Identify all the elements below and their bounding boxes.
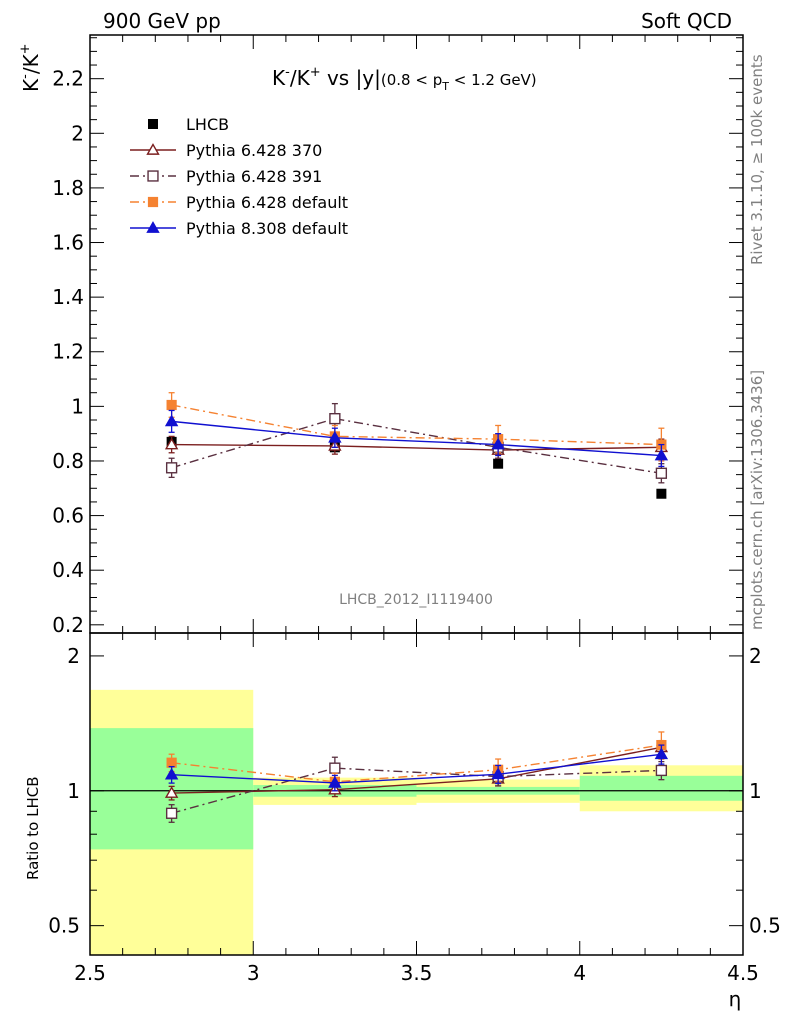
legend-reference-marker — [148, 119, 158, 129]
legend-marker-0 — [146, 143, 160, 155]
main-y-tick-label: 2 — [71, 121, 84, 145]
legend-item-3: Pythia 8.308 default — [130, 219, 348, 238]
x-tick-labels: 2.5 3 3.5 4 4.5 — [74, 961, 759, 985]
main-y-tick-label: 1 — [71, 394, 84, 418]
ratio-bands — [90, 689, 743, 955]
ratio-series-1-point-1 — [329, 762, 341, 774]
ratio-x-ticks — [89, 633, 744, 955]
main-y-tick-label: 1.4 — [52, 285, 84, 309]
series-3-point-2 — [491, 437, 505, 450]
series-3-point-3 — [654, 448, 669, 461]
series-1-point-3 — [655, 467, 668, 479]
ratio-plot-marks — [164, 731, 669, 823]
series-0-line — [171, 443, 662, 451]
reference-point-3 — [656, 488, 667, 499]
ratio-y-tick-label-right: 0.5 — [749, 914, 781, 938]
ratio-series-2-point-0 — [166, 757, 177, 768]
analysis-label: LHCB_2012_I1119400 — [339, 592, 493, 608]
main-plot-marks — [164, 392, 669, 499]
series-0 — [164, 435, 669, 459]
plot-title: K-/K+ vs |y|(0.8 < pT < 1.2 GeV) — [272, 65, 537, 93]
x-tick-label: 2.5 — [74, 961, 106, 985]
legend-label-3: Pythia 8.308 default — [186, 219, 348, 238]
legend-label-2: Pythia 6.428 default — [186, 193, 348, 212]
ratio-series-3-point-3 — [654, 747, 669, 760]
main-y-tick-label: 0.8 — [52, 449, 84, 473]
ratio-y-ticks: 0.5 0.5 1 1 2 2 — [48, 644, 781, 938]
series-1-point-0 — [165, 462, 178, 474]
legend-label-1: Pythia 6.428 391 — [186, 167, 322, 186]
ratio-y-tick-label-left: 1 — [67, 779, 80, 803]
main-y-tick-label: 1.2 — [52, 340, 84, 364]
main-y-tick-label: 0.4 — [52, 558, 84, 582]
series-0-point-0 — [164, 437, 179, 450]
legend: LHCB Pythia 6.428 370 Pythia 6.428 391 Pyth… — [130, 115, 348, 238]
x-axis-label: η — [729, 987, 742, 1011]
main-y-ticks: 0.2 0.4 0.6 0.8 1 1.2 1.4 1.6 1.8 2 2.2 — [52, 37, 743, 637]
x-tick-label: 3.5 — [401, 961, 433, 985]
x-tick-label: 4 — [573, 961, 586, 985]
series-3-point-0 — [164, 414, 179, 427]
mcplots-label: mcplots.cern.ch [arXiv:1306.3436] — [748, 370, 766, 630]
main-x-ticks — [89, 35, 744, 633]
ratio-y-tick-label-left: 2 — [67, 644, 80, 668]
ratio-series-1-point-3 — [655, 764, 668, 777]
series-3 — [164, 409, 669, 468]
legend-marker-3 — [146, 221, 160, 233]
ratio-y-tick-label-right: 2 — [749, 644, 762, 668]
ratio-series-1-line — [171, 767, 662, 814]
legend-label-0: Pythia 6.428 370 — [186, 141, 322, 160]
main-y-tick-label: 1.8 — [52, 176, 84, 200]
header-left: 900 GeV pp — [103, 9, 221, 33]
series-1-point-1 — [329, 412, 341, 425]
ratio-series-3-point-2 — [491, 767, 505, 780]
ratio-series-3-line — [171, 753, 662, 784]
y-axis-label: K-/K+ — [18, 43, 43, 92]
ratio-series-3-point-1 — [328, 776, 342, 788]
legend-marker-1 — [147, 170, 159, 182]
main-y-tick-label: 0.2 — [52, 613, 84, 637]
series-2-line — [171, 404, 662, 446]
x-tick-label: 3 — [247, 961, 260, 985]
series-2-point-0 — [166, 399, 177, 411]
ratio-y-axis-label: Ratio to LHCB — [24, 776, 42, 880]
legend-marker-2 — [147, 196, 159, 208]
header-right: Soft QCD — [641, 9, 732, 33]
series-1-line — [171, 417, 662, 474]
ratio-y-tick-label-left: 0.5 — [48, 914, 80, 938]
ratio-series-3-point-0 — [164, 767, 179, 780]
legend-item-2: Pythia 6.428 default — [130, 193, 348, 212]
ratio-plot-panel: 0.5 0.5 1 1 2 2 — [48, 632, 781, 956]
main-y-tick-label: 0.6 — [52, 504, 84, 528]
rivet-label: Rivet 3.1.10, ≥ 100k events — [748, 54, 766, 265]
legend-reference-label: LHCB — [186, 115, 229, 134]
series-1 — [165, 402, 668, 484]
ratio-series-2-line — [171, 744, 662, 783]
x-tick-label: 4.5 — [727, 961, 759, 985]
legend-item-1: Pythia 6.428 391 — [130, 167, 322, 186]
legend-item-0: Pythia 6.428 370 — [130, 141, 322, 160]
series-3-line — [171, 420, 662, 457]
reference-point-2 — [493, 458, 504, 469]
main-y-tick-label: 2.2 — [52, 67, 84, 91]
ratio-series-0-point-0 — [164, 786, 179, 798]
ratio-y-tick-label-right: 1 — [749, 779, 762, 803]
ratio-series-3 — [164, 744, 669, 792]
series-3-point-1 — [328, 430, 342, 443]
legend-item-reference: LHCB — [148, 115, 229, 134]
main-y-tick-label: 1.6 — [52, 231, 84, 255]
ratio-series-1-point-0 — [165, 807, 178, 819]
